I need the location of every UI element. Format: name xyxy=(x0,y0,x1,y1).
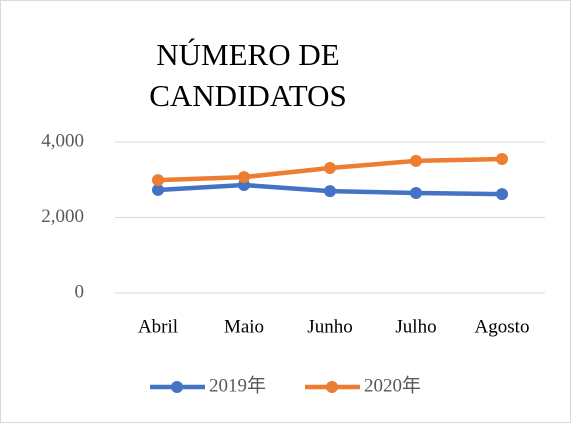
legend-marker xyxy=(171,381,183,393)
x-tick-label: Junho xyxy=(307,316,352,337)
chart-title: NÚMERO DE CANDIDATOS xyxy=(149,37,347,113)
x-tick-label: Julho xyxy=(395,316,436,337)
data-point xyxy=(410,154,422,167)
data-point xyxy=(324,162,336,175)
data-point xyxy=(410,186,422,199)
x-tick-label: Agosto xyxy=(475,316,530,337)
legend-label: 2019年 xyxy=(209,374,266,396)
x-tick-label: Abril xyxy=(138,316,178,337)
y-tick-label: 4,000 xyxy=(41,130,84,151)
y-tick-label: 2,000 xyxy=(41,206,84,227)
legend-label: 2020年 xyxy=(364,374,421,396)
y-tick-label: 0 xyxy=(75,281,85,302)
data-point xyxy=(238,171,250,184)
data-point xyxy=(496,188,508,201)
data-point xyxy=(324,185,336,198)
x-tick-label: Maio xyxy=(224,316,264,337)
data-point xyxy=(152,174,164,187)
data-point xyxy=(496,152,508,165)
data-point xyxy=(152,183,164,196)
legend-marker xyxy=(326,381,338,393)
